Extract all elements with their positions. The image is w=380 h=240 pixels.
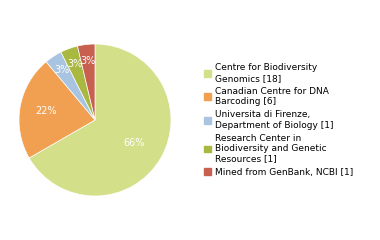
Text: 3%: 3%: [67, 59, 82, 69]
Text: 3%: 3%: [81, 56, 96, 66]
Wedge shape: [29, 44, 171, 196]
Wedge shape: [78, 44, 95, 120]
Text: 3%: 3%: [55, 66, 70, 75]
Legend: Centre for Biodiversity
Genomics [18], Canadian Centre for DNA
Barcoding [6], Un: Centre for Biodiversity Genomics [18], C…: [204, 63, 353, 177]
Text: 22%: 22%: [36, 106, 57, 116]
Wedge shape: [61, 46, 95, 120]
Wedge shape: [46, 52, 95, 120]
Wedge shape: [19, 62, 95, 158]
Text: 66%: 66%: [124, 138, 145, 148]
